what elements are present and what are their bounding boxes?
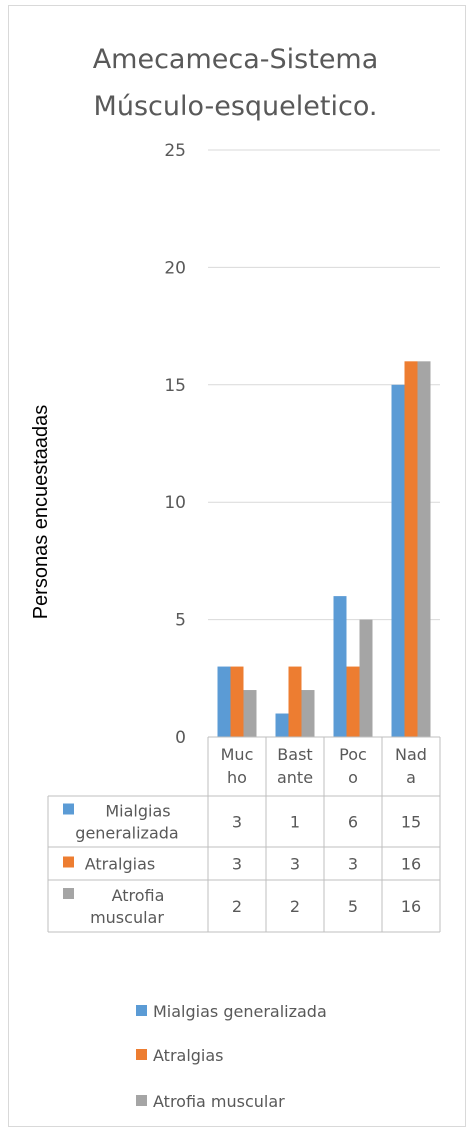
category-label: Bast	[277, 745, 312, 764]
bar-1-3	[404, 361, 418, 737]
y-tick-label: 15	[164, 376, 186, 396]
bar-2-3	[417, 361, 431, 737]
table-cell-value: 16	[401, 855, 421, 874]
category-label: Poc	[339, 745, 367, 764]
bar-1-2	[346, 666, 360, 737]
bar-0-2	[333, 596, 347, 737]
legend-item-atralgias: Atralgias	[136, 1046, 224, 1065]
bar-2-0	[243, 690, 257, 737]
bar-1-1	[288, 666, 302, 737]
y-tick-label: 10	[164, 493, 186, 513]
bar-0-1	[275, 713, 289, 737]
legend-label: Atralgias	[153, 1046, 224, 1065]
category-label: ante	[277, 768, 313, 787]
table-series-label: Atralgias	[85, 855, 156, 874]
category-label: ho	[227, 768, 247, 787]
chart-frame	[8, 5, 466, 1127]
table-series-label: muscular	[90, 908, 164, 927]
table-series-swatch	[63, 856, 74, 868]
table-cell-value: 6	[348, 813, 358, 832]
legend-swatch	[136, 1095, 147, 1106]
bar-2-1	[301, 690, 315, 737]
table-cell-value: 3	[232, 855, 242, 874]
table-series-swatch	[63, 888, 74, 899]
category-label: Muc	[221, 745, 254, 764]
table-series-label: Atrofia	[112, 886, 165, 905]
table-series-label: Mialgias	[105, 802, 170, 821]
y-axis-title: Personas encuestaadas	[30, 405, 52, 620]
chart-title-line-2: Músculo-esqueletico.	[93, 91, 378, 122]
legend-swatch	[136, 1049, 147, 1060]
bar-0-3	[391, 384, 405, 737]
table-series-swatch	[63, 803, 74, 815]
legend-label: Atrofia muscular	[153, 1092, 285, 1111]
y-tick-label: 5	[175, 611, 186, 631]
table-cell-value: 3	[348, 855, 358, 874]
table-series-label: generalizada	[75, 824, 178, 843]
category-label: Nad	[395, 745, 427, 764]
y-tick-label: 20	[164, 258, 186, 278]
legend-item-mialgias: Mialgias generalizada	[136, 1002, 327, 1021]
table-cell-value: 15	[401, 813, 421, 832]
table-cell-value: 5	[348, 897, 358, 916]
chart-title-line-1: Amecameca-Sistema	[92, 44, 379, 75]
legend-swatch	[136, 1005, 147, 1016]
bar-2-2	[359, 619, 373, 737]
legend-label: Mialgias generalizada	[153, 1002, 327, 1021]
category-label: o	[348, 768, 358, 787]
table-cell-value: 2	[232, 897, 242, 916]
table-cell-value: 16	[401, 897, 421, 916]
table-cell-value: 1	[290, 813, 300, 832]
legend-item-atrofia: Atrofia muscular	[136, 1092, 285, 1111]
bar-0-0	[217, 666, 231, 737]
y-tick-label: 0	[175, 728, 186, 748]
bar-1-0	[230, 666, 244, 737]
table-cell-value: 3	[232, 813, 242, 832]
category-label: a	[406, 768, 416, 787]
table-cell-value: 2	[290, 897, 300, 916]
y-tick-label: 25	[164, 141, 186, 161]
table-cell-value: 3	[290, 855, 300, 874]
